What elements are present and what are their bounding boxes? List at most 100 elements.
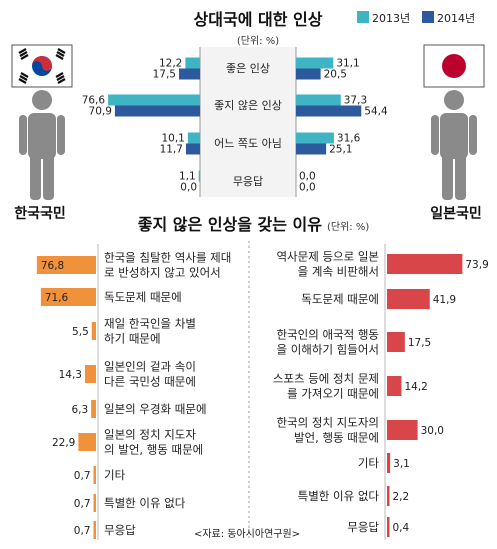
chart2-japan-reason-label: 독도문제 때문에 <box>301 292 379 306</box>
chart1-japan-value-label: 25,1 <box>329 144 352 156</box>
chart1-korea-value-label: 1,1 <box>179 171 196 183</box>
chart2-unit: (단위: %) <box>327 220 369 233</box>
chart2-japan-reason-label: 를 가져오기 때문에 <box>287 387 379 401</box>
chart2-japan-value-label: 17,5 <box>408 337 431 349</box>
chart2-japan-reason-label: 역사문제 등으로 일본 <box>276 250 379 264</box>
chart1-title: 상대국에 대한 인상 <box>194 10 323 29</box>
chart2-korea-reason-label: 일본의 우경화 때문에 <box>104 402 207 416</box>
chart2-korea-reason-label: 일본인의 겉과 속이 <box>104 360 196 374</box>
chart1-japan-value-label: 37,3 <box>344 95 367 107</box>
korea-group-label: 한국국민 <box>14 205 66 222</box>
chart2-korea-bar <box>78 433 96 451</box>
chart2-korea-reason-label: 로 반성하지 않고 있어서 <box>104 266 221 280</box>
chart1-japan-value-label: 0,0 <box>299 171 316 183</box>
chart2-korea-bar <box>93 494 96 512</box>
chart1-korea-value-label: 0,0 <box>180 182 197 194</box>
chart2-japan-reason-label: 스포츠 등에 정치 문제 <box>273 372 379 386</box>
chart2-japan-value-label: 30,0 <box>421 425 444 437</box>
chart1-japan-value-label: 31,6 <box>337 133 361 145</box>
chart1-korea-bar <box>187 132 200 144</box>
chart2-korea-reason-label: 특별한 이유 없다 <box>104 496 186 510</box>
chart2-korea-bar <box>36 256 96 274</box>
chart2-korea-value-label: 0,7 <box>74 498 91 510</box>
chart2-japan-value-label: 41,9 <box>433 294 456 306</box>
chart2-japan-reason-label: 발언, 행동 때문에 <box>294 431 379 445</box>
chart1-korea-bar <box>179 68 200 80</box>
chart1-korea-value-label: 70,9 <box>89 106 112 118</box>
chart2-korea-reason-label: 다른 국민성 때문에 <box>104 375 196 389</box>
chart2-japan-value-label: 0,4 <box>393 522 410 534</box>
legend-swatch-2014 <box>422 11 434 23</box>
japan-person-icon <box>431 90 477 200</box>
chart2-korea-bar <box>93 466 96 484</box>
chart1-japan-bar <box>296 68 321 80</box>
chart2-korea-value-label: 14,3 <box>59 369 82 381</box>
south-korea-flag-icon <box>11 44 73 88</box>
chart1-korea-bar <box>114 105 200 117</box>
chart1-japan-bar <box>296 132 334 144</box>
chart2-korea-value-label: 6,3 <box>71 404 88 416</box>
legend-swatch-2013 <box>357 11 369 23</box>
chart1-korea-value-label: 11,7 <box>160 144 183 156</box>
chart1-japan-bar <box>296 143 327 155</box>
chart2-korea-reason-label: 의 발언, 행동 때문에 <box>104 443 203 457</box>
chart1-korea-value-label: 12,2 <box>159 58 182 70</box>
chart1-korea-value-label: 17,5 <box>153 69 176 81</box>
chart2-japan-bar <box>387 254 463 274</box>
chart2-japan-reason-label: 특별한 이유 없다 <box>298 489 380 503</box>
chart1-korea-value-label: 76,6 <box>82 95 106 107</box>
chart1-japan-bar <box>296 105 362 117</box>
chart2-korea-value-label: 5,5 <box>72 326 89 338</box>
chart1-japan-value-label: 31,1 <box>336 58 359 70</box>
chart2-japan-bar <box>387 486 390 506</box>
chart1-category-label: 어느 쪽도 아님 <box>214 137 282 150</box>
chart1-korea-bar <box>185 57 200 69</box>
chart2-japan-value-label: 3,1 <box>393 458 410 470</box>
chart2-japan-bar <box>387 453 391 473</box>
chart2-japan-bar <box>387 517 390 537</box>
chart2-japan-bar <box>387 420 418 440</box>
chart1-unit: (단위: %) <box>237 34 279 47</box>
chart2-korea-reason-label: 한국을 침탈한 역사를 제대 <box>104 251 231 265</box>
chart1-category-label: 좋은 인상 <box>226 62 270 75</box>
chart2-korea-value-label: 0,7 <box>74 525 91 537</box>
chart2-korea-bar <box>91 400 96 418</box>
chart2-japan-reason-label: 기타 <box>358 456 380 470</box>
chart1-category-panel <box>200 47 296 197</box>
chart1-japan-value-label: 0,0 <box>299 182 316 194</box>
chart2-japan-bar <box>387 332 405 352</box>
chart1-korea-bar <box>185 143 200 155</box>
legend-label-2014: 2014년 <box>437 12 475 25</box>
chart2-korea-bar <box>93 521 96 539</box>
chart2-korea-reason-label: 하기 때문에 <box>104 332 161 346</box>
chart2-korea-value-label: 76,8 <box>41 260 64 272</box>
chart2-japan-reason-label: 무응답 <box>347 520 379 534</box>
chart2-korea-bar <box>40 288 96 306</box>
chart1-japan-value-label: 54,4 <box>364 106 388 118</box>
chart1-japan-bar <box>296 57 334 69</box>
chart1-japan-value-label: 20,5 <box>324 69 347 81</box>
japan-group-label: 일본국민 <box>430 205 482 222</box>
chart2-title: 좋지 않은 인상을 갖는 이유 <box>138 215 322 234</box>
chart2-korea-bar <box>91 322 96 340</box>
chart1-category-label: 무응답 <box>233 175 263 188</box>
chart2-japan-reason-label: 을 이해하기 힘들어서 <box>276 343 379 357</box>
chart1-japan-bar <box>296 94 341 106</box>
chart2-japan-value-label: 2,2 <box>393 491 410 503</box>
chart2-japan-reason-label: 한국인의 애국적 행동 <box>276 328 379 342</box>
chart2-japan-bar <box>387 289 430 309</box>
legend-label-2013: 2013년 <box>372 12 410 25</box>
chart2-korea-reason-label: 독도문제 때문에 <box>104 290 182 304</box>
chart2-korea-value-label: 71,6 <box>45 292 69 304</box>
chart2-korea-value-label: 22,9 <box>52 437 75 449</box>
chart2-japan-reason-label: 을 계속 비판해서 <box>298 265 379 279</box>
korea-person-icon <box>19 90 65 200</box>
chart1-korea-bar <box>198 170 200 182</box>
chart2-japan-reason-label: 한국의 정치 지도자의 <box>276 416 379 430</box>
chart2-japan-bar <box>387 376 402 396</box>
chart1-category-label: 좋지 않은 인상 <box>214 99 282 112</box>
chart2-korea-bar <box>84 365 96 383</box>
chart2-japan-value-label: 73,9 <box>465 259 488 271</box>
